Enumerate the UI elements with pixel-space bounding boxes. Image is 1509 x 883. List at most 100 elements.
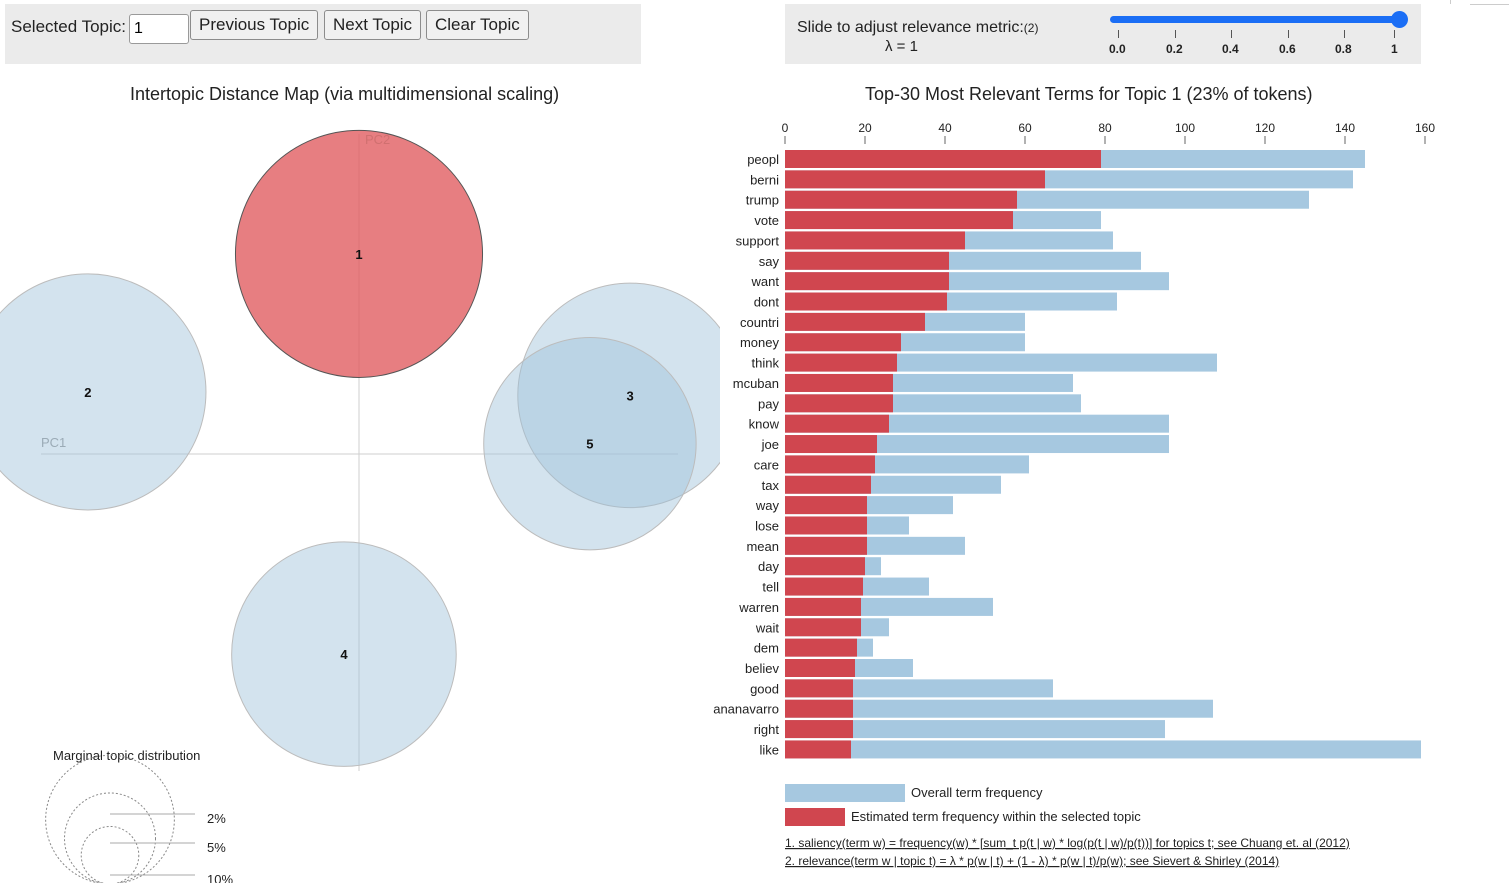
term-label-day: day xyxy=(758,559,779,574)
topic-label-3: 3 xyxy=(626,388,633,403)
selected-topic-label: Selected Topic: xyxy=(11,17,126,36)
topic-bar-tax xyxy=(785,475,871,494)
previous-topic-button[interactable]: Previous Topic xyxy=(190,10,319,40)
marginal-circle xyxy=(45,754,175,883)
topic-bar-dem xyxy=(785,638,857,657)
topic-circle-1 xyxy=(234,129,484,378)
intertopic-distance-map: PC1 PC2 1 2 3 5 4 Marginal topic distribution 2%… xyxy=(0,129,720,883)
footnote-1[interactable]: 1. saliency(term w) = frequency(w) * [su… xyxy=(785,836,1350,850)
legend-label: Overall term frequency xyxy=(911,785,1043,800)
term-label-care: care xyxy=(754,457,779,472)
topic-circle-2 xyxy=(0,273,207,511)
marginal-distribution-title: Marginal topic distribution xyxy=(53,748,200,763)
topic-label-5: 5 xyxy=(586,437,593,452)
topic-bar-tell xyxy=(785,577,863,596)
footnote-2[interactable]: 2. relevance(term w | topic t) = λ * p(w… xyxy=(785,854,1279,868)
marginal-label: 10% xyxy=(207,872,233,883)
legend-label: Estimated term frequency within the sele… xyxy=(851,809,1141,824)
slider-tick xyxy=(1344,30,1345,38)
relevance-slider-thumb[interactable] xyxy=(1391,11,1408,28)
x-tick-label: 100 xyxy=(1175,121,1195,135)
clear-topic-button[interactable]: Clear Topic xyxy=(426,10,529,40)
slider-tick-label: 0.8 xyxy=(1335,42,1352,56)
term-label-way: way xyxy=(755,498,780,513)
x-tick-label: 140 xyxy=(1335,121,1355,135)
slider-tick xyxy=(1175,30,1176,38)
overall-bar-joe xyxy=(785,435,1169,454)
topic-bar-believ xyxy=(785,659,855,677)
term-label-dem: dem xyxy=(754,641,779,656)
x-tick-label: 80 xyxy=(1098,121,1112,135)
x-tick-label: 0 xyxy=(782,121,789,135)
term-label-ananavarro: ananavarro xyxy=(713,702,779,717)
term-label-money: money xyxy=(740,335,780,350)
overall-bar-ananavarro xyxy=(785,699,1213,718)
topic-bar-warren xyxy=(785,597,861,616)
term-label-support: support xyxy=(736,233,780,248)
term-label-want: want xyxy=(751,274,780,289)
marginal-label: 5% xyxy=(207,840,226,855)
topic-label-1: 1 xyxy=(355,247,362,262)
topic-bar-berni xyxy=(785,170,1045,189)
term-label-right: right xyxy=(754,722,780,737)
topic-bar-support xyxy=(785,231,965,250)
term-label-wait: wait xyxy=(755,620,780,635)
topic-bar-mean xyxy=(785,536,867,555)
term-label-mean: mean xyxy=(746,539,779,554)
slider-tick-label: 0.2 xyxy=(1166,42,1183,56)
topic-bar-mcuban xyxy=(785,373,893,392)
term-label-tax: tax xyxy=(762,478,780,493)
map-title: Intertopic Distance Map (via multidimens… xyxy=(130,84,560,104)
marginal-label: 2% xyxy=(207,811,226,826)
term-label-like: like xyxy=(759,742,779,757)
term-label-countri: countri xyxy=(740,315,779,330)
topic-bar-think xyxy=(785,353,897,372)
topic-label-2: 2 xyxy=(84,385,91,400)
relevance-slider-bar: Slide to adjust relevance metric:(2) λ =… xyxy=(785,4,1421,64)
slider-tick-label: 0.4 xyxy=(1222,42,1239,56)
x-tick-label: 120 xyxy=(1255,121,1275,135)
topic-bar-peopl xyxy=(785,150,1101,168)
relevance-slider-label: Slide to adjust relevance metric:(2) xyxy=(797,19,1038,37)
term-label-vote: vote xyxy=(754,213,779,228)
slider-tick xyxy=(1288,30,1289,38)
term-label-dont: dont xyxy=(754,295,780,310)
relevance-slider-track[interactable] xyxy=(1110,16,1400,23)
window-edge xyxy=(1450,0,1451,4)
topic-bar-right xyxy=(785,720,853,739)
x-tick-label: 20 xyxy=(858,121,872,135)
topic-bar-lose xyxy=(785,516,867,535)
topic-bar-good xyxy=(785,679,853,698)
lambda-value: λ = 1 xyxy=(885,38,918,55)
term-label-joe: joe xyxy=(761,437,779,452)
term-label-peopl: peopl xyxy=(747,152,779,167)
pc1-label: PC1 xyxy=(41,435,66,450)
slider-tick xyxy=(1394,30,1395,38)
slider-tick-label: 0.6 xyxy=(1279,42,1296,56)
chart-title: Top-30 Most Relevant Terms for Topic 1 (… xyxy=(865,84,1313,104)
topic-bar-dont xyxy=(785,292,947,311)
x-tick-label: 160 xyxy=(1415,121,1435,135)
topic-circle-5 xyxy=(483,336,697,551)
topic-bar-care xyxy=(785,455,875,474)
legend-swatch xyxy=(785,784,905,802)
relevant-terms-chart: 0 20 40 60 80 100 120 140 160 peopl berni trump vote… xyxy=(713,121,1435,868)
topic-bar-trump xyxy=(785,190,1017,209)
slider-tick-label: 0.0 xyxy=(1109,42,1126,56)
term-label-trump: trump xyxy=(746,193,779,208)
term-label-good: good xyxy=(750,681,779,696)
topic-bar-pay xyxy=(785,394,893,413)
topic-control-bar: Selected Topic: Previous Topic Next Topi… xyxy=(5,4,641,64)
slider-tick xyxy=(1231,30,1232,38)
topic-bar-know xyxy=(785,414,889,433)
topic-label-4: 4 xyxy=(340,647,348,662)
slider-tick xyxy=(1118,30,1119,38)
relevance-footnote-ref: (2) xyxy=(1023,21,1039,35)
relevance-label-text: Slide to adjust relevance metric: xyxy=(797,19,1024,36)
term-label-believ: believ xyxy=(745,661,779,676)
term-label-know: know xyxy=(749,417,780,432)
term-label-mcuban: mcuban xyxy=(733,376,779,391)
next-topic-button[interactable]: Next Topic xyxy=(324,10,422,40)
topic-bar-like xyxy=(785,740,851,759)
selected-topic-input[interactable] xyxy=(129,14,189,44)
